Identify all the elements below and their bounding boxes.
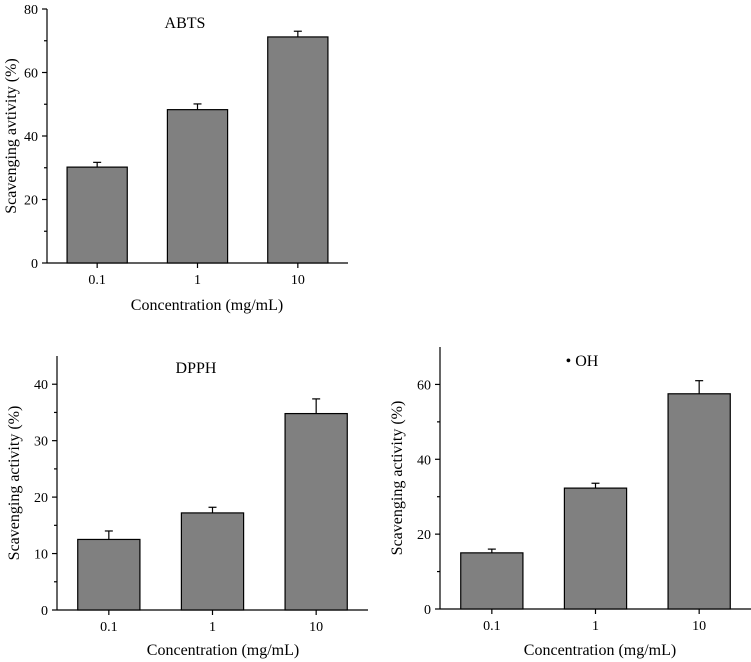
y-tick-label: 30 [34,435,48,450]
y-tick-label: 40 [34,378,48,393]
y-tick-label: 10 [34,548,48,563]
x-axis-label: Concentration (mg/mL) [147,642,299,659]
y-tick-label: 60 [417,378,431,393]
y-tick-label: 40 [24,130,38,145]
x-axis-label: Concentration (mg/mL) [131,297,283,314]
y-tick-label: 20 [417,528,431,543]
bar [77,538,141,611]
x-tick-label: 0.1 [483,619,501,634]
bar [166,109,229,264]
x-tick-label: 0.1 [100,620,118,635]
y-axis-label: Scavenging avtivity (%) [3,58,20,214]
chart-panel-1: 0 20 40 60 80 0.1 1 10 ABTS Concentration (mg/mL)… [3,3,348,314]
x-tick-label: 10 [309,620,323,635]
x-tick-label: 1 [194,273,201,288]
chart-title: DPPH [176,360,217,377]
x-axis-label: Concentration (mg/mL) [524,642,676,659]
chart-panel-2: 0 10 20 30 40 0.1 1 10 DPPH Concentration (mg/mL)… [6,356,368,659]
x-tick-label: 1 [209,620,216,635]
y-tick-label: 20 [24,194,38,209]
y-tick-label: 40 [417,453,431,468]
chart-title: ABTS [165,15,206,32]
x-tick-label: 0.1 [88,273,106,288]
x-tick-label: 10 [291,273,305,288]
bar [563,487,628,610]
bar [460,552,524,610]
y-axis-label: Scavenging activity (%) [389,401,406,556]
bar [180,512,245,611]
bar [267,36,329,264]
chart-panel-3: 0 20 40 60 0.1 1 10 • OH Concentration (mg/mL) Sc… [389,347,751,659]
y-tick-label: 80 [24,3,38,18]
y-axis-label: Scavenging activity (%) [6,406,23,561]
y-tick-label: 0 [41,604,48,619]
bar [667,393,731,610]
y-tick-label: 60 [24,67,38,82]
chart-title: • OH [566,353,599,370]
y-tick-label: 20 [34,491,48,506]
bar [66,166,128,264]
bar [284,412,348,611]
y-tick-label: 0 [424,603,431,618]
y-tick-label: 0 [31,257,38,272]
x-tick-label: 1 [592,619,599,634]
x-tick-label: 10 [692,619,706,634]
